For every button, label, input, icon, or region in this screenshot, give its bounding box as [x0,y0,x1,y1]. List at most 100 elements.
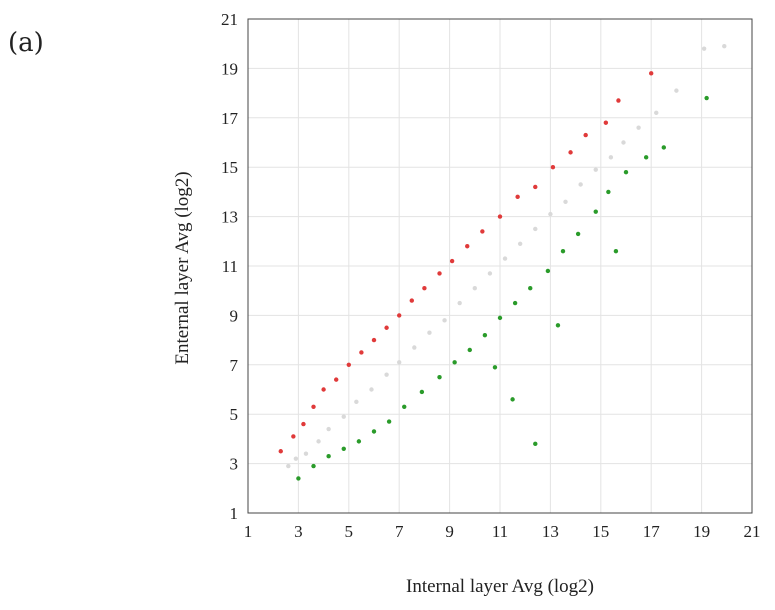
y-tick-label: 11 [222,257,238,276]
data-point [334,377,339,382]
data-point [606,189,611,195]
data-point [603,120,609,125]
data-point [550,165,556,170]
data-point [356,439,362,444]
data-point [402,404,407,409]
data-point [512,300,518,306]
y-tick-label: 5 [230,405,239,424]
y-tick-label: 13 [221,208,238,227]
y-axis-title: Enternal layer Avg (log2) [172,171,193,364]
data-point [497,214,503,219]
data-point [674,88,679,93]
data-point [661,145,666,150]
data-point [296,476,301,481]
data-point [701,46,707,51]
data-point [722,43,727,49]
data-points [278,43,727,481]
x-tick-label: 5 [345,522,354,541]
data-point [472,286,477,291]
data-point [487,271,493,276]
data-point [427,330,432,335]
data-point [545,268,551,274]
data-point [359,350,364,355]
data-point [341,414,346,419]
data-point [397,360,402,365]
data-point [502,256,508,261]
y-tick-label: 21 [221,10,238,29]
y-tick-label: 9 [230,306,239,325]
data-point [371,337,377,343]
data-point [636,125,641,130]
data-point [326,426,331,432]
data-point [480,229,485,234]
grid-lines [247,18,753,514]
data-point [482,332,488,338]
data-point [371,429,377,434]
data-point [384,372,389,377]
data-point [555,323,561,328]
y-tick-label: 17 [221,109,239,128]
data-point [548,211,553,217]
data-point [515,194,520,200]
data-point [517,241,523,246]
data-point [649,71,654,76]
data-point [422,286,427,291]
data-point [575,231,581,237]
x-tick-label: 17 [643,522,661,541]
data-point [286,463,291,469]
data-point [608,155,614,160]
data-point [560,248,566,254]
plot-frame [247,18,753,514]
panel-label: (a) [8,28,44,58]
data-point [346,362,351,367]
data-point [578,182,583,187]
x-tick-label: 1 [244,522,253,541]
data-point [386,419,392,424]
data-point [452,360,457,365]
x-tick-label: 11 [492,522,508,541]
y-tick-label: 3 [230,455,239,474]
data-point [311,404,316,409]
data-point [419,389,425,395]
data-point [303,451,309,456]
data-point [528,286,533,291]
data-point [301,421,306,427]
data-point [533,184,538,190]
y-tick-label: 19 [221,59,238,78]
data-point [533,441,538,447]
data-point [449,258,455,264]
x-axis-title: Internal layer Avg (log2) [406,576,594,597]
data-point [397,313,402,318]
data-point [593,209,598,214]
data-point [442,318,447,323]
series-1 [278,71,654,454]
data-point [616,98,621,103]
series-0 [286,43,727,469]
data-point [311,463,316,469]
series-2 [296,95,709,481]
data-point [563,199,568,204]
data-point [465,244,470,249]
data-point [293,456,299,461]
x-tick-label: 13 [542,522,559,541]
x-tick-label: 3 [294,522,303,541]
x-tick-label: 19 [693,522,710,541]
data-point [593,167,598,172]
data-point [533,226,538,232]
data-point [437,374,442,380]
data-point [654,110,659,116]
x-tick-label: 9 [445,522,454,541]
data-point [613,248,619,254]
data-point [278,449,283,454]
data-point [412,345,417,350]
y-tick-label: 1 [230,504,239,523]
data-point [510,397,515,402]
y-tick-label: 15 [221,158,238,177]
data-point [492,365,498,370]
data-point [409,298,414,303]
x-tick-label: 7 [395,522,404,541]
data-point [326,453,331,459]
data-point [568,150,573,155]
